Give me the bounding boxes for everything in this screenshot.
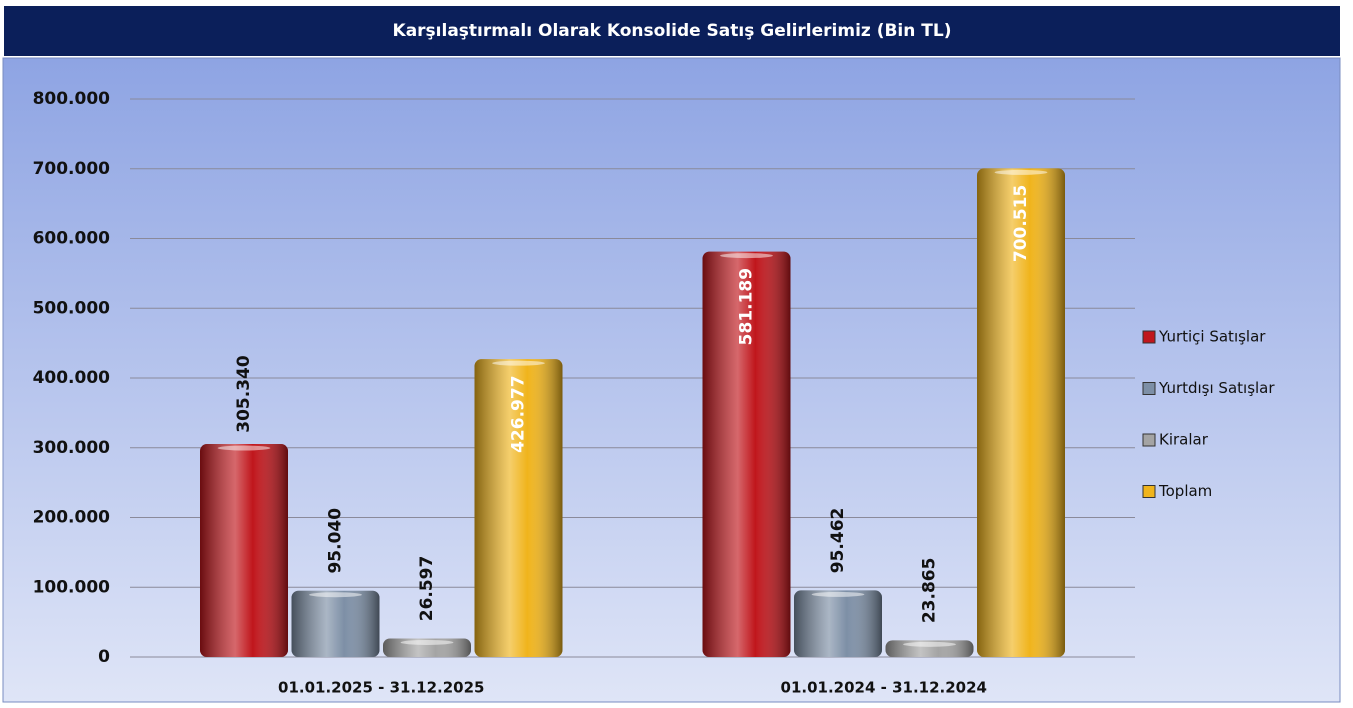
bar-shade — [794, 590, 882, 657]
bar-highlight — [994, 169, 1048, 175]
y-tick-label: 100.000 — [33, 577, 111, 597]
y-tick-label: 600.000 — [33, 229, 111, 249]
value-label: 23.865 — [920, 558, 940, 624]
value-label: 305.340 — [234, 355, 254, 433]
bar-shade — [702, 251, 791, 657]
chart-title: Karşılaştırmalı Olarak Konsolide Satış G… — [393, 21, 952, 41]
y-tick-label: 800.000 — [33, 89, 111, 109]
legend-swatch — [1142, 382, 1156, 395]
value-label: 26.597 — [417, 556, 437, 622]
x-tick-label: 01.01.2024 - 31.12.2024 — [781, 679, 987, 697]
y-tick-label: 700.000 — [33, 159, 111, 179]
bar-shade — [977, 168, 1065, 657]
title-bar — [4, 6, 1340, 56]
value-label: 581.189 — [737, 268, 757, 345]
bar-highlight — [492, 360, 545, 366]
legend-swatch — [1142, 433, 1156, 447]
y-tick-label: 200.000 — [33, 508, 111, 528]
bar-shade — [291, 590, 380, 657]
legend-label: Kiralar — [1159, 431, 1209, 449]
bar-highlight — [400, 639, 454, 645]
x-tick-label: 01.01.2025 - 31.12.2025 — [278, 679, 484, 697]
y-tick-label: 0 — [98, 647, 110, 667]
bar-highlight — [309, 592, 362, 598]
value-label: 95.462 — [828, 508, 848, 574]
bar-highlight — [720, 253, 773, 259]
value-label: 426.977 — [509, 375, 529, 452]
bar-highlight — [811, 591, 865, 597]
value-label: 700.515 — [1011, 185, 1031, 262]
value-label: 95.040 — [326, 508, 346, 574]
legend-label: Toplam — [1158, 482, 1212, 500]
y-tick-label: 400.000 — [33, 368, 111, 388]
legend-label: Yurtiçi Satışlar — [1158, 328, 1266, 346]
legend-label: Yurtdışı Satışlar — [1158, 379, 1275, 397]
legend-swatch — [1142, 485, 1156, 498]
bar-shade — [200, 444, 288, 657]
bar-highlight — [217, 445, 271, 451]
y-tick-label: 500.000 — [33, 298, 111, 318]
bar-shade — [474, 359, 563, 657]
bar-highlight — [903, 641, 956, 647]
legend-swatch — [1142, 330, 1156, 344]
y-tick-label: 300.000 — [33, 438, 111, 458]
